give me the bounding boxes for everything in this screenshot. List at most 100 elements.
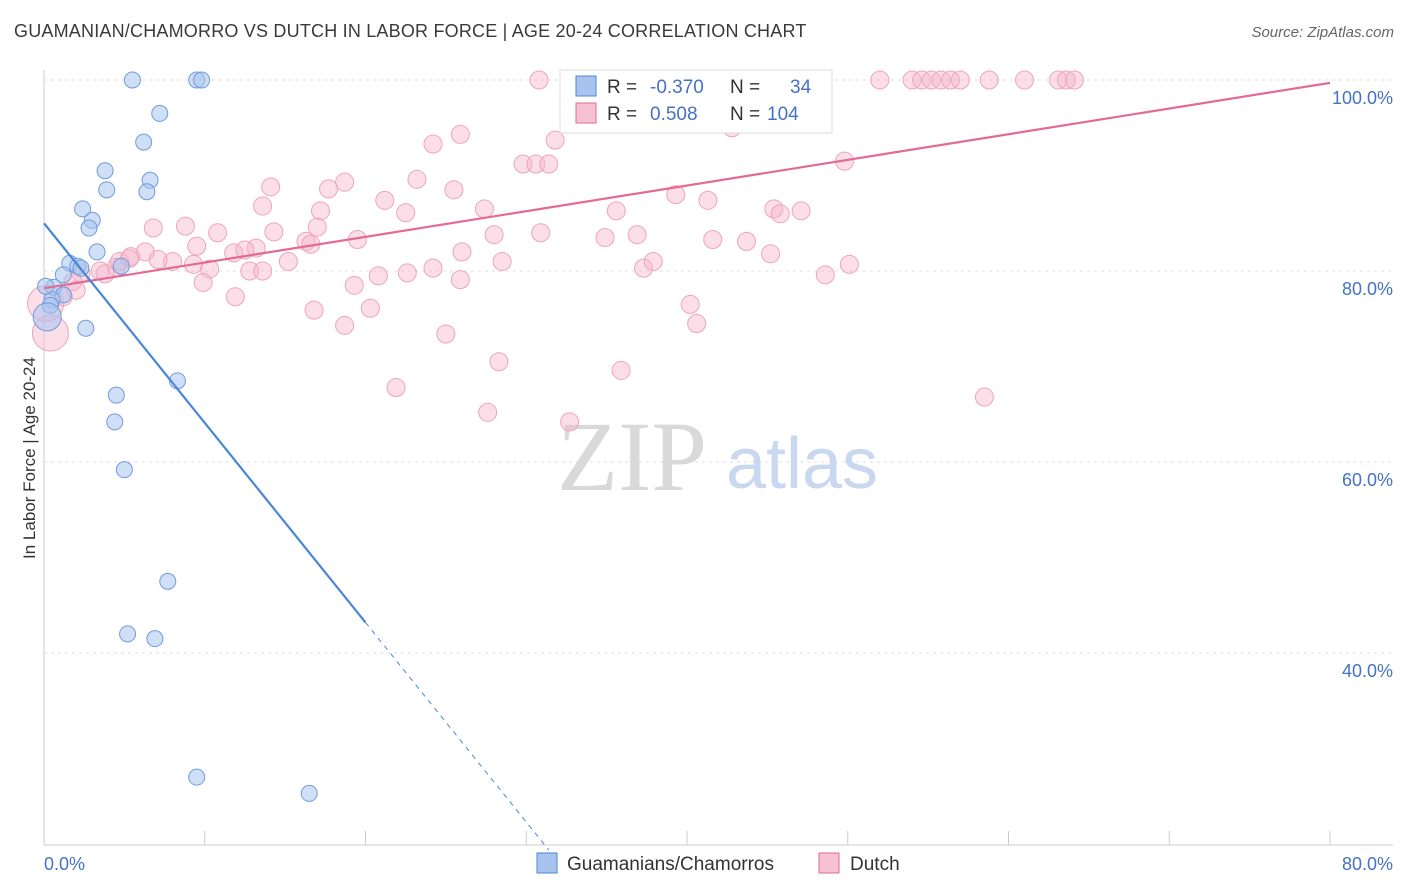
- stats-legend: R = -0.370 N = 34 R = 0.508 N = 104: [559, 69, 833, 134]
- dutch-point: [1056, 70, 1076, 90]
- dutch-point: [560, 412, 580, 432]
- series-legend-label-dutch: Dutch: [850, 854, 900, 875]
- dutch-point: [492, 251, 512, 271]
- dutch-point: [187, 236, 207, 256]
- dutch-point: [539, 154, 559, 174]
- dutch-point: [666, 185, 686, 205]
- guamanian-point: [74, 200, 92, 218]
- dutch-point: [344, 275, 364, 295]
- dutch-point: [423, 258, 443, 278]
- guamanian-trend-extension: [365, 622, 550, 851]
- watermark: ZIP atlas: [557, 401, 878, 512]
- dutch-point: [484, 225, 504, 245]
- dutch-point: [386, 378, 406, 398]
- guamanian-point: [88, 243, 106, 261]
- stats-legend-swatch-pink: [575, 102, 597, 124]
- guamanian-point: [135, 133, 153, 151]
- dutch-point: [912, 70, 932, 90]
- dutch-point: [529, 70, 549, 90]
- dutch-point: [278, 251, 298, 271]
- y-axis-label: In Labor Force | Age 20-24: [20, 357, 39, 559]
- dutch-point: [175, 216, 195, 236]
- stats-n-value-pink: 104: [767, 104, 799, 125]
- dutch-point: [1064, 70, 1084, 90]
- y-tick-label-80: 80.0%: [1342, 279, 1393, 299]
- dutch-point: [595, 228, 615, 248]
- series-legend-swatch-guamanians: [536, 852, 558, 874]
- guamanian-point: [80, 219, 98, 237]
- dutch-point: [261, 177, 281, 197]
- guamanian-point: [119, 625, 137, 643]
- dutch-point: [545, 130, 565, 150]
- dutch-point: [143, 218, 163, 238]
- stats-r-value-blue: -0.370: [650, 77, 704, 98]
- dutch-point: [307, 217, 327, 237]
- guamanian-point: [98, 181, 116, 199]
- guamanian-point: [96, 162, 114, 180]
- dutch-point: [1015, 70, 1035, 90]
- dutch-point: [304, 300, 324, 320]
- y-tick-label-60: 60.0%: [1342, 470, 1393, 490]
- stats-r-label-blue: R =: [607, 77, 637, 98]
- x-tick-label-left: 0.0%: [44, 854, 85, 874]
- stats-r-value-pink: 0.508: [650, 104, 698, 125]
- guamanian-trend-line: [43, 222, 367, 624]
- dutch-point: [1048, 70, 1068, 90]
- dutch-point: [253, 261, 273, 281]
- dutch-point: [531, 223, 551, 243]
- dutch-point: [375, 190, 395, 210]
- dutch-point: [335, 315, 355, 335]
- dutch-point: [396, 203, 416, 223]
- stats-n-label-pink: N =: [730, 104, 760, 125]
- dutch-point: [450, 124, 470, 144]
- dutch-point: [474, 199, 494, 219]
- dutch-point: [225, 287, 245, 307]
- guamanian-point: [188, 768, 206, 786]
- dutch-point: [310, 201, 330, 221]
- x-tick-label-right: 80.0%: [1342, 854, 1393, 874]
- dutch-point: [921, 70, 941, 90]
- dutch-point: [703, 229, 723, 249]
- guamanian-point: [146, 630, 164, 648]
- stats-legend-swatch-blue: [575, 75, 597, 97]
- stats-r-label-pink: R =: [607, 104, 637, 125]
- dutch-point: [950, 70, 970, 90]
- stats-legend-frame: [559, 69, 833, 134]
- dutch-point: [360, 298, 380, 318]
- series-legend-label-guamanians: Guamanians/Chamorros: [567, 854, 774, 875]
- watermark-atlas: atlas: [726, 424, 878, 504]
- y-tick-labels: 100.0% 80.0% 60.0% 40.0%: [1332, 88, 1393, 681]
- dutch-point: [770, 204, 790, 224]
- dutch-point: [444, 180, 464, 200]
- guamanian-point: [193, 71, 211, 89]
- dutch-point: [368, 266, 388, 286]
- dutch-point: [148, 250, 168, 270]
- guamanian-points: [32, 71, 318, 802]
- stats-n-label-blue: N =: [730, 77, 760, 98]
- dutch-point: [423, 134, 443, 154]
- dutch-point: [606, 201, 626, 221]
- source-label: Source: ZipAtlas.com: [1251, 24, 1394, 41]
- guamanian-point: [300, 784, 318, 802]
- watermark-zip: ZIP: [557, 401, 707, 512]
- axes: [43, 70, 1393, 846]
- dutch-point: [319, 179, 339, 199]
- trend-lines: [43, 81, 1331, 851]
- dutch-point: [761, 244, 781, 264]
- dutch-point: [335, 172, 355, 192]
- series-legend-swatch-dutch: [818, 852, 840, 874]
- dutch-point: [478, 402, 498, 422]
- dutch-point: [931, 70, 951, 90]
- dutch-point: [680, 294, 700, 314]
- dutch-point: [436, 324, 456, 344]
- y-tick-label-100: 100.0%: [1332, 88, 1393, 108]
- guamanian-point: [138, 183, 156, 201]
- dutch-point: [627, 225, 647, 245]
- dutch-point: [643, 251, 663, 271]
- dutch-point: [193, 272, 213, 292]
- dutch-point: [264, 222, 284, 242]
- x-ticks: [43, 831, 1331, 845]
- dutch-point: [839, 254, 859, 274]
- guamanian-point: [77, 319, 95, 337]
